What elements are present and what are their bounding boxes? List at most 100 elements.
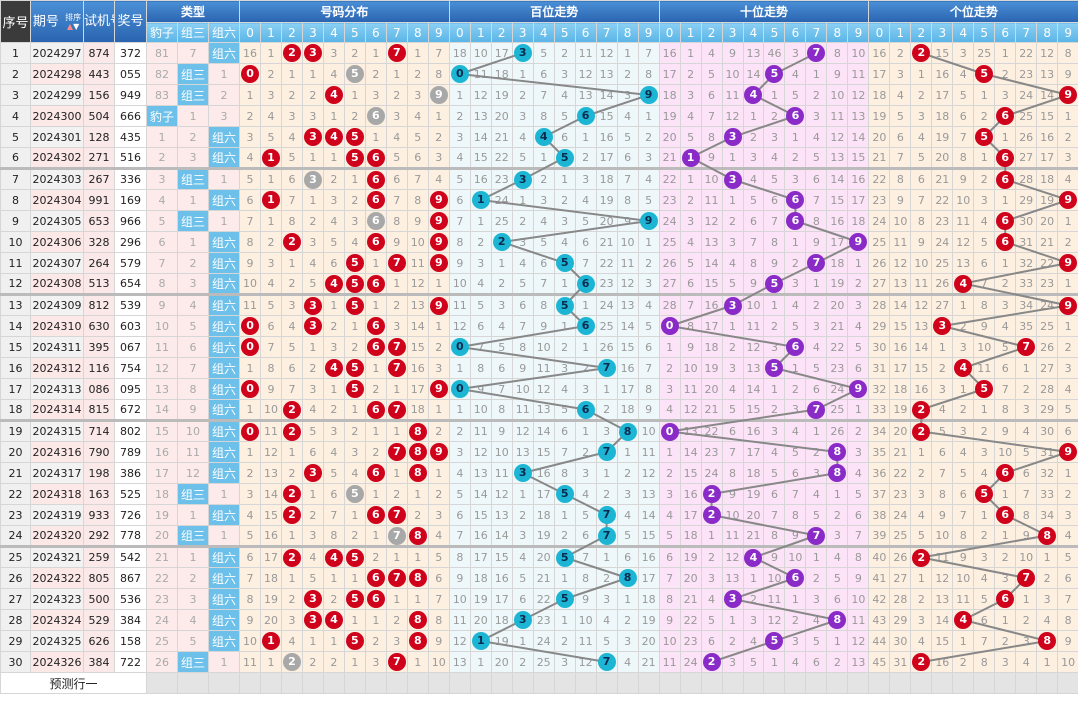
tens-cell: 19 (826, 273, 849, 295)
units-cell: 3 (931, 378, 954, 400)
prediction-cell[interactable] (427, 672, 450, 694)
prediction-cell[interactable] (742, 672, 765, 694)
tens-cell: 20 (658, 126, 681, 148)
tens-cell: 11 (742, 315, 765, 337)
tens-cell: 8 (763, 525, 786, 547)
prediction-cell[interactable] (805, 672, 828, 694)
units-cell: 25 (931, 252, 954, 274)
prediction-cell[interactable] (1036, 672, 1059, 694)
hundreds-ball: 6 (576, 107, 595, 125)
issue-cell: 2024312 (30, 357, 84, 379)
prediction-cell[interactable] (952, 672, 975, 694)
prediction-cell[interactable] (532, 672, 555, 694)
units-cell: 7 (973, 273, 996, 295)
type-miss-cell: 7 (177, 42, 209, 64)
prediction-cell[interactable] (616, 672, 639, 694)
prediction-cell[interactable] (343, 672, 366, 694)
tens-cell: 4 (847, 462, 870, 484)
winning-number-cell: 336 (114, 167, 147, 190)
issue-cell: 2024313 (30, 378, 84, 400)
prediction-cell[interactable] (931, 672, 954, 694)
prediction-cell[interactable] (364, 672, 387, 694)
table-row: 21 2024317 198 386 17 12 组六 2 13 2 3 5 4 6 1 8 1 4 13 11 3 16… (0, 462, 1078, 484)
prediction-cell[interactable] (868, 672, 891, 694)
tens-cell: 2 (805, 567, 828, 589)
test-number-cell: 443 (83, 63, 115, 85)
units-cell: 5 (973, 231, 996, 253)
type-hit-cell: 组六 (207, 462, 241, 484)
prediction-cell[interactable] (784, 672, 807, 694)
hundreds-cell: 5 (574, 504, 597, 526)
distribution-cell: 4 (406, 105, 429, 127)
units-cell: 6 (889, 126, 912, 148)
units-cell: 2 (952, 651, 975, 673)
units-cell: 30 (868, 336, 891, 358)
prediction-cell[interactable] (239, 672, 261, 694)
prediction-cell[interactable] (1015, 672, 1038, 694)
table-row: 3 2024299 156 949 83 组三 2 1 3 2 2 4 1 3 2 3 9 1 12 19 2 7 4 13 1… (0, 84, 1078, 106)
prediction-cell[interactable] (847, 672, 870, 694)
prediction-cell[interactable] (826, 672, 849, 694)
units-cell: 2 (910, 545, 933, 568)
prediction-cell[interactable] (553, 672, 576, 694)
distribution-cell: 1 (364, 525, 387, 547)
sort-icon[interactable]: 排序 ▲▼ (65, 12, 82, 31)
prediction-cell[interactable] (700, 672, 723, 694)
prediction-cell[interactable] (490, 672, 513, 694)
prediction-cell[interactable] (207, 672, 241, 694)
prediction-cell[interactable] (322, 672, 345, 694)
prediction-cell[interactable] (448, 672, 471, 694)
prediction-cell[interactable] (574, 672, 597, 694)
prediction-cell[interactable] (973, 672, 996, 694)
prediction-cell[interactable] (469, 672, 492, 694)
type-miss-cell: 1 (207, 63, 241, 85)
tens-cell: 3 (721, 588, 744, 610)
prediction-cell[interactable] (280, 672, 303, 694)
prediction-cell[interactable] (637, 672, 660, 694)
prediction-cell[interactable] (301, 672, 324, 694)
prediction-cell[interactable] (721, 672, 744, 694)
prediction-cell[interactable] (595, 672, 618, 694)
prediction-cell[interactable] (658, 672, 681, 694)
type-miss-cell: 1 (146, 126, 178, 148)
type-hit-cell: 组六 (207, 231, 241, 253)
distribution-ball: 7 (387, 653, 406, 671)
hundreds-cell: 0 (448, 336, 471, 358)
prediction-cell[interactable] (679, 672, 702, 694)
hundreds-cell: 11 (469, 419, 492, 442)
units-cell: 23 (931, 210, 954, 232)
hundreds-cell: 15 (490, 545, 513, 568)
prediction-cell[interactable] (889, 672, 912, 694)
units-cell: 4 (1015, 651, 1038, 673)
subheader-hundreds-digit: 6 (574, 22, 597, 43)
prediction-cell[interactable] (385, 672, 408, 694)
table-row: 27 2024323 500 536 23 3 组六 8 19 2 3 2 5 6 1 1 7 10 19 17 6 22… (0, 588, 1078, 610)
units-cell: 6 (994, 357, 1017, 379)
tens-cell: 11 (679, 378, 702, 400)
distribution-cell: 3 (280, 293, 303, 316)
units-ball: 7 (1017, 338, 1036, 356)
prediction-cell[interactable] (511, 672, 534, 694)
type-hit-cell: 组六 (207, 357, 241, 379)
tens-cell: 3 (826, 525, 849, 547)
prediction-cell[interactable] (910, 672, 933, 694)
prediction-cell[interactable] (177, 672, 209, 694)
prediction-cell[interactable] (763, 672, 786, 694)
distribution-cell: 4 (427, 167, 450, 190)
units-cell: 7 (1015, 567, 1038, 589)
prediction-cell[interactable] (406, 672, 429, 694)
distribution-cell: 1 (406, 651, 429, 673)
test-number-cell: 198 (83, 462, 115, 484)
hundreds-cell: 5 (511, 147, 534, 169)
tens-cell: 3 (763, 419, 786, 442)
prediction-cell[interactable] (260, 672, 282, 694)
prediction-cell[interactable] (1057, 672, 1078, 694)
prediction-cell[interactable] (146, 672, 178, 694)
hundreds-cell: 1 (616, 42, 639, 64)
issue-cell: 2024307 (30, 252, 84, 274)
distribution-cell: 10 (427, 651, 450, 673)
distribution-cell: 3 (301, 588, 324, 610)
prediction-cell[interactable] (994, 672, 1017, 694)
hundreds-ball: 6 (576, 317, 595, 335)
header-issue[interactable]: 期号 排序 ▲▼ (30, 0, 84, 43)
